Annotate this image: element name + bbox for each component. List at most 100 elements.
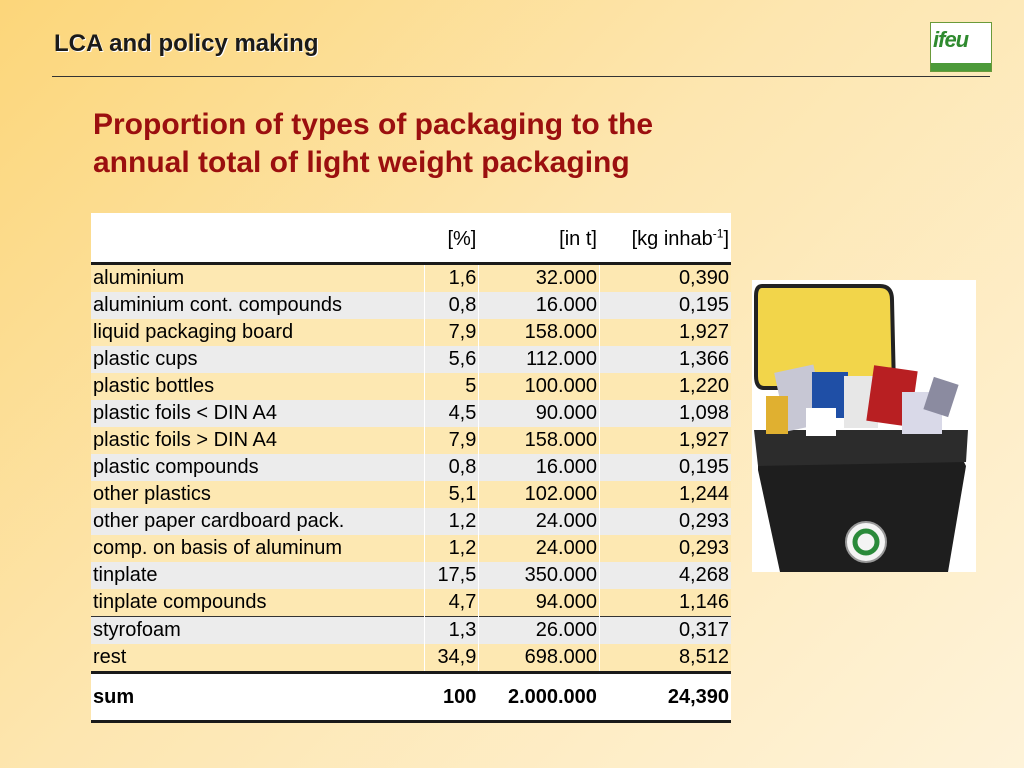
cell-t: 94.000	[478, 589, 600, 617]
cell-t: 100.000	[478, 373, 600, 400]
logo-bar	[931, 63, 991, 71]
recycle-icon	[845, 521, 887, 563]
cell-t: 102.000	[478, 481, 600, 508]
cell-kg: 1,927	[598, 319, 731, 346]
cell-pct: 4,5	[423, 400, 479, 427]
table-row: tinplate 17,5 350.000 4,268	[91, 562, 731, 589]
cell-name: plastic cups	[93, 348, 198, 370]
header-divider	[52, 76, 990, 77]
cell-pct: 0,8	[423, 454, 479, 481]
bin-body	[758, 458, 966, 572]
column-header-kg-per-inhabitant: [kg inhab-1]	[598, 214, 731, 264]
waste-item	[923, 376, 959, 418]
table-row: other paper cardboard pack. 1,2 24.000 0,29…	[91, 508, 731, 535]
cell-name: other plastics	[93, 483, 211, 505]
cell-kg: 0,195	[598, 454, 731, 481]
table-row: other plastics 5,1 102.000 1,244	[91, 481, 731, 508]
cell-pct: 1,6	[423, 263, 479, 292]
sum-cell-t: 2.000.000	[478, 672, 600, 722]
table-row: plastic cups 5,6 112.000 1,366	[91, 346, 731, 373]
cell-name: plastic foils > DIN A4	[93, 429, 277, 451]
ifeu-logo: ifeu	[930, 22, 992, 72]
cell-t: 90.000	[478, 400, 600, 427]
sum-row: sum 100 2.000.000 24,390	[91, 672, 731, 722]
cell-name: comp. on basis of aluminum	[93, 537, 343, 559]
cell-pct: 34,9	[423, 644, 479, 673]
cell-t: 112.000	[478, 346, 600, 373]
column-header-name	[91, 215, 424, 264]
cell-name: rest	[93, 646, 127, 668]
column-header-percent: [%]	[423, 214, 479, 264]
cell-kg: 1,146	[598, 589, 731, 617]
cell-kg: 1,244	[598, 481, 731, 508]
cell-pct: 17,5	[423, 562, 479, 589]
cell-t: 350.000	[478, 562, 600, 589]
cell-name: plastic compounds	[93, 456, 259, 478]
cell-name: tinplate	[93, 564, 158, 586]
waste-item	[806, 408, 836, 436]
cell-name: plastic bottles	[93, 375, 215, 397]
table-row: plastic bottles 5 100.000 1,220	[91, 373, 731, 400]
kg-header-superscript: -1	[712, 225, 724, 240]
cell-t: 16.000	[478, 454, 600, 481]
sum-cell-pct: 100	[423, 672, 479, 722]
cell-kg: 0,195	[598, 292, 731, 319]
heading-line-1: Proportion of types of packaging to the	[93, 108, 654, 141]
table-row: plastic foils < DIN A4 4,5 90.000 1,098	[91, 400, 731, 427]
cell-name: aluminium	[93, 267, 185, 289]
table-row: styrofoam 1,3 26.000 0,317	[91, 616, 731, 644]
slide-heading: Proportion of types of packaging to the …	[93, 106, 753, 182]
cell-name: tinplate compounds	[93, 591, 267, 613]
column-header-tonnes: [in t]	[478, 214, 600, 264]
cell-pct: 1,2	[423, 508, 479, 535]
cell-kg: 0,293	[598, 535, 731, 562]
cell-name: liquid packaging board	[93, 321, 294, 343]
cell-t: 24.000	[478, 508, 600, 535]
slide-header-title: LCA and policy making	[54, 30, 319, 57]
kg-header-prefix: [kg inhab	[631, 227, 713, 250]
kg-header-suffix: ]	[723, 227, 729, 250]
cell-t: 26.000	[478, 616, 600, 644]
waste-item	[766, 396, 788, 434]
sum-cell-name: sum	[93, 685, 135, 708]
cell-pct: 5,1	[423, 481, 479, 508]
cell-kg: 1,220	[598, 373, 731, 400]
waste-contents	[766, 364, 959, 436]
cell-pct: 5,6	[423, 346, 479, 373]
cell-kg: 4,268	[598, 562, 731, 589]
table-body: aluminium 1,6 32.000 0,390 aluminium cont. c…	[91, 263, 731, 722]
bin-lid	[754, 284, 897, 390]
table-row: plastic compounds 0,8 16.000 0,195	[91, 454, 731, 481]
cell-kg: 0,293	[598, 508, 731, 535]
cell-pct: 1,3	[423, 616, 479, 644]
cell-kg: 8,512	[598, 644, 731, 673]
cell-t: 16.000	[478, 292, 600, 319]
table-row: plastic foils > DIN A4 7,9 158.000 1,927	[91, 427, 731, 454]
table-row: comp. on basis of aluminum 1,2 24.000 0,293	[91, 535, 731, 562]
cell-kg: 1,927	[598, 427, 731, 454]
cell-kg: 0,317	[598, 616, 731, 644]
table-row: liquid packaging board 7,9 158.000 1,927	[91, 319, 731, 346]
sum-cell-kg: 24,390	[598, 672, 731, 722]
cell-pct: 5	[423, 373, 479, 400]
heading-line-2: annual total of light weight packaging	[93, 146, 630, 179]
cell-name: plastic foils < DIN A4	[93, 402, 277, 424]
waste-bin-photo	[752, 280, 976, 572]
cell-name: aluminium cont. compounds	[93, 294, 343, 316]
cell-pct: 7,9	[423, 319, 479, 346]
cell-pct: 7,9	[423, 427, 479, 454]
cell-t: 158.000	[478, 319, 600, 346]
logo-text: ifeu	[933, 27, 969, 52]
table-header-row: [%] [in t] [kg inhab-1]	[91, 214, 731, 264]
cell-t: 698.000	[478, 644, 600, 673]
cell-t: 32.000	[478, 263, 600, 292]
cell-t: 24.000	[478, 535, 600, 562]
recycle-icon-inner	[852, 528, 880, 556]
cell-name: other paper cardboard pack.	[93, 510, 345, 532]
cell-kg: 0,390	[598, 263, 731, 292]
packaging-table: [%] [in t] [kg inhab-1] aluminium 1,6 32.0…	[91, 213, 731, 723]
cell-kg: 1,366	[598, 346, 731, 373]
cell-pct: 4,7	[423, 589, 479, 617]
cell-pct: 1,2	[423, 535, 479, 562]
cell-name: styrofoam	[93, 619, 181, 641]
